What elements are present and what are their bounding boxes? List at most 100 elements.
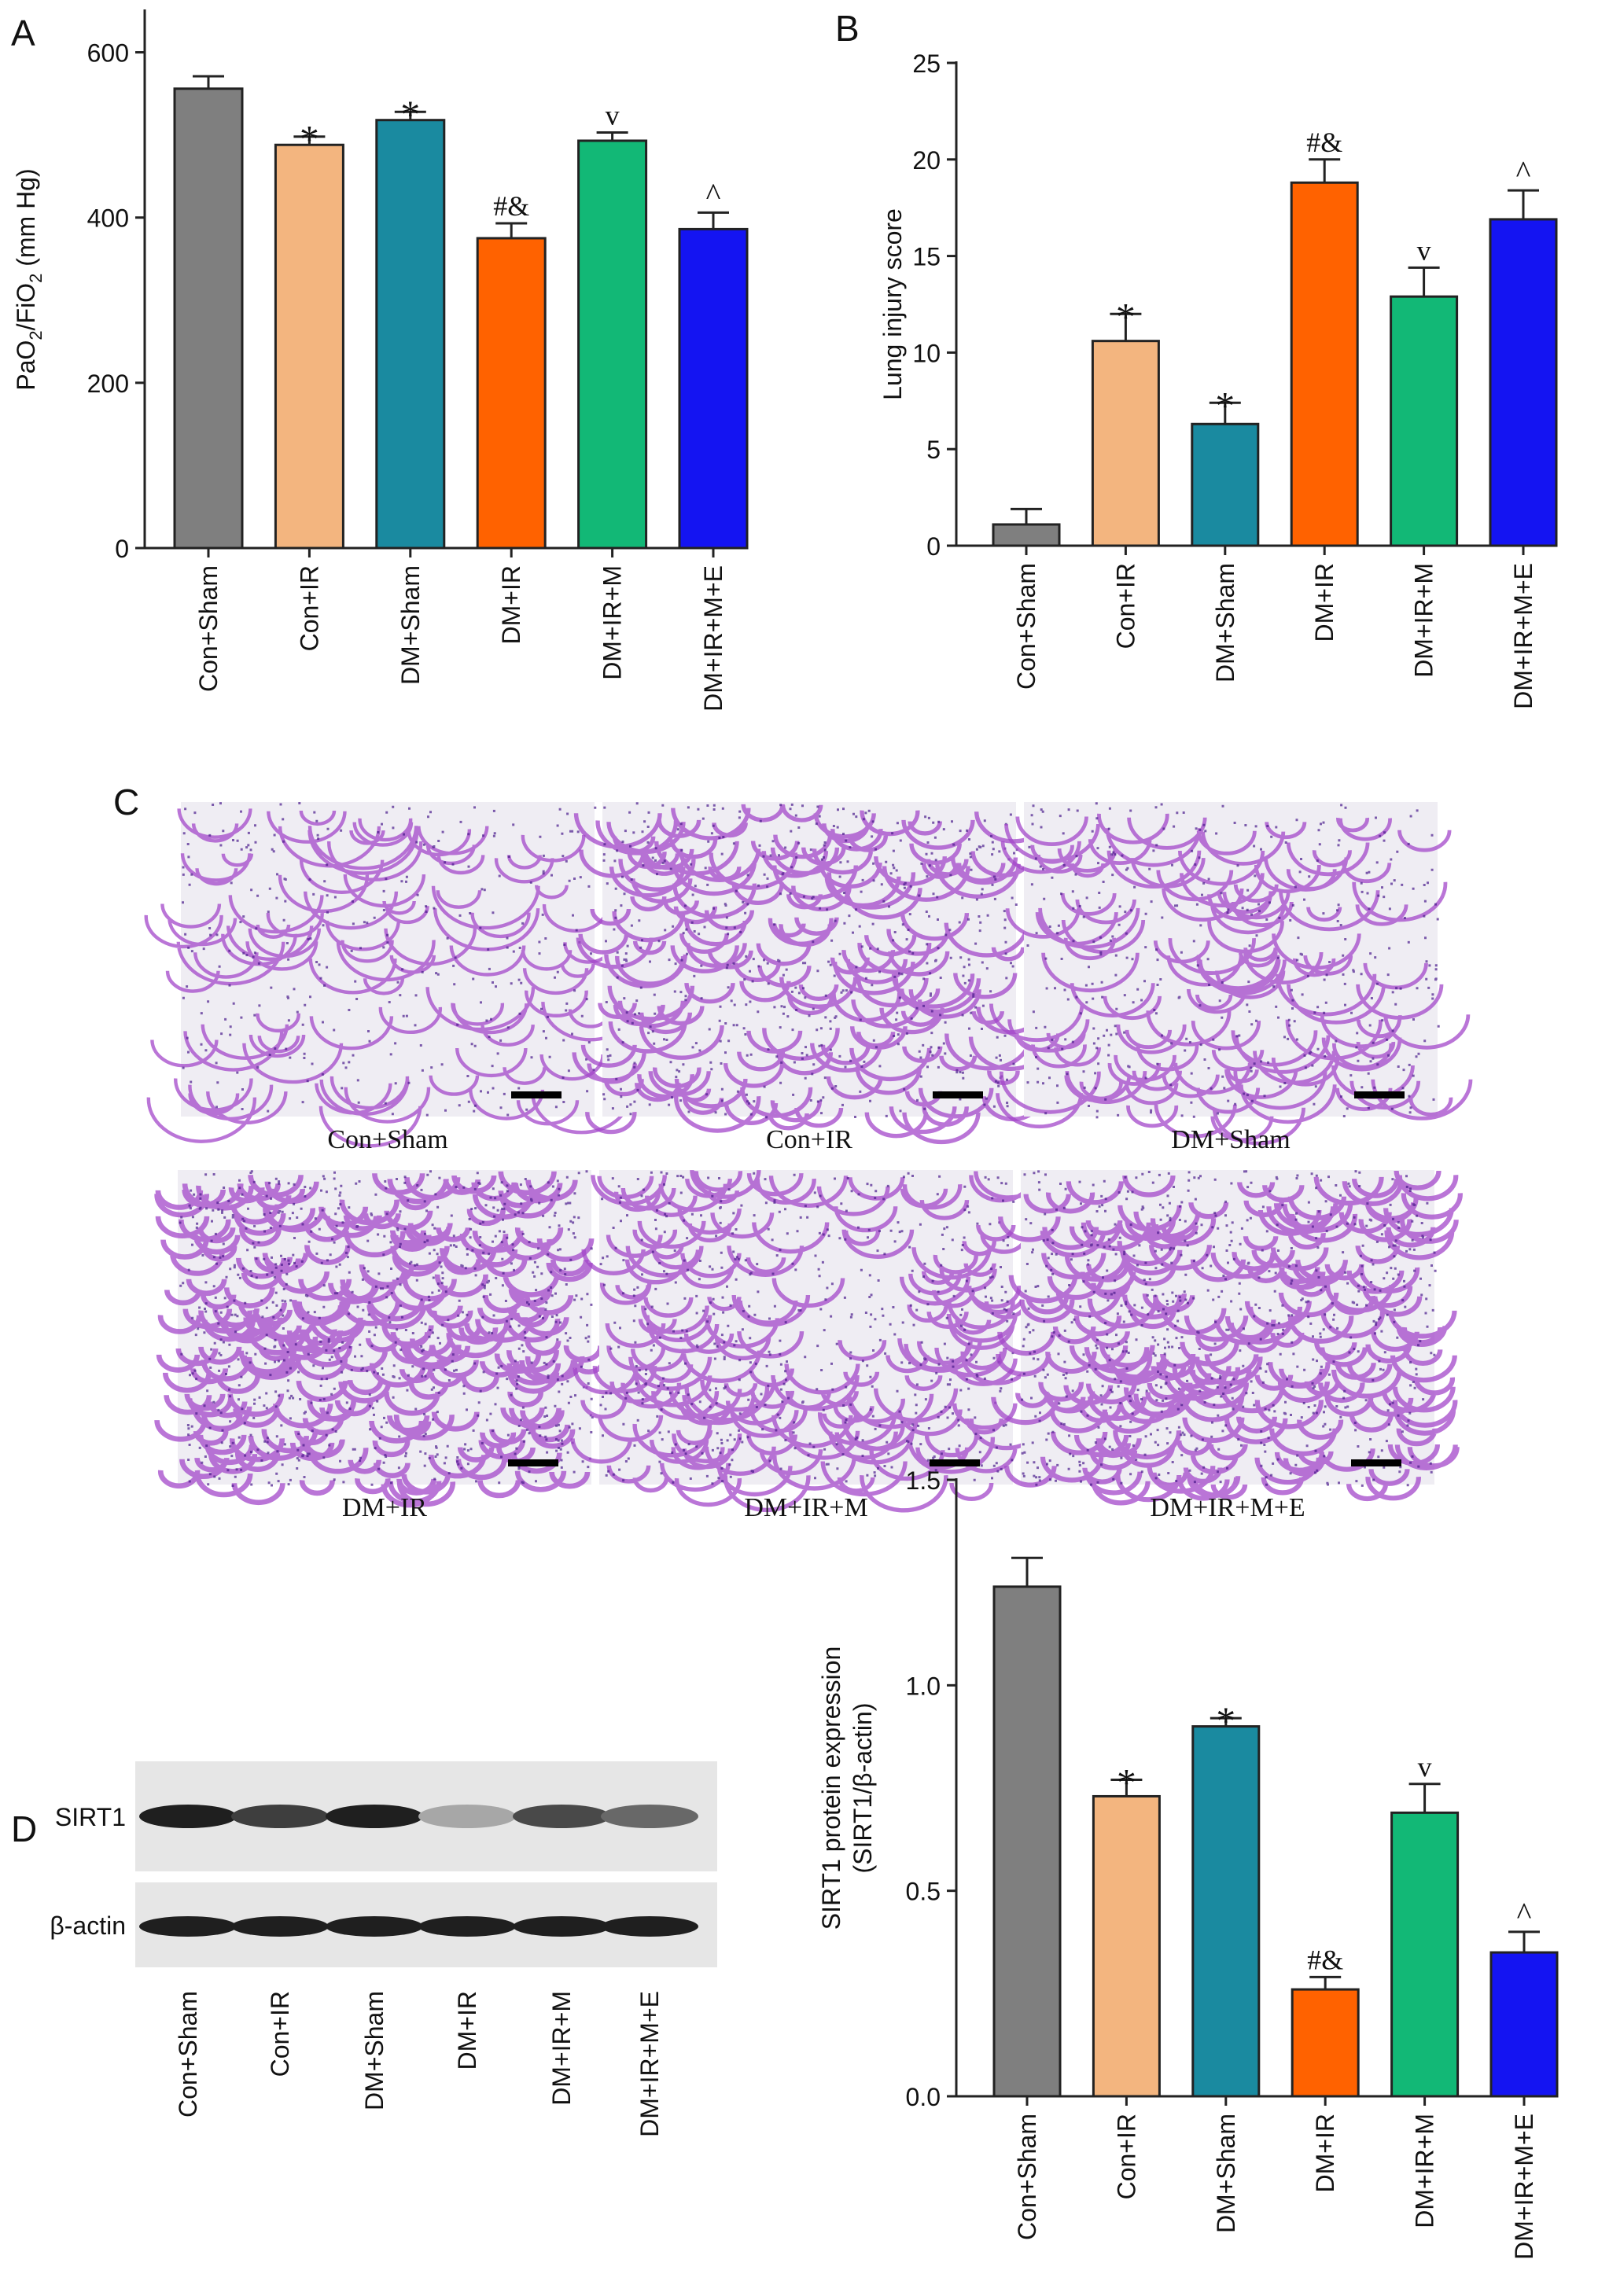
y-tick-label: 0 bbox=[926, 532, 941, 561]
chart-e-sirt1: 0.0 0.5 1.0 1.5 SIRT1 protein expression (SIR… bbox=[817, 1466, 1559, 2260]
blot-band bbox=[513, 1916, 610, 1937]
panel-label-c: C bbox=[113, 782, 139, 822]
x-tick-label: Con+IR bbox=[1112, 2114, 1140, 2199]
y-tick-label: 1.0 bbox=[906, 1672, 941, 1700]
bar-dm-ir bbox=[1290, 181, 1359, 547]
x-tick-label: DM+IR bbox=[497, 565, 525, 644]
bar-con-ir bbox=[1092, 1794, 1161, 2098]
micrograph-caption: Con+IR bbox=[766, 1125, 852, 1154]
y-tick-label: 20 bbox=[912, 146, 941, 175]
y-axis-label-subscript: 2 bbox=[26, 274, 46, 283]
blot-row-label: β-actin bbox=[50, 1911, 126, 1940]
y-tick-label: 0.5 bbox=[906, 1878, 941, 1906]
y-tick-label: 0.0 bbox=[906, 2083, 941, 2111]
micrograph-caption: DM+IR bbox=[342, 1493, 427, 1522]
y-axis-label: PaO2/FiO2 (mm Hg) bbox=[12, 168, 46, 390]
y-axis-label-subscript: 2 bbox=[26, 330, 46, 340]
panel-label-d: D bbox=[11, 1808, 37, 1849]
blot-band bbox=[601, 1805, 698, 1828]
y-tick-label: 1.5 bbox=[906, 1466, 941, 1495]
bar-dm-sham bbox=[375, 119, 446, 550]
significance-marker: v bbox=[606, 99, 620, 131]
micrograph-caption: DM+Sham bbox=[1171, 1125, 1290, 1154]
scale-bar bbox=[508, 1459, 558, 1466]
y-axis-label-part: /FiO bbox=[12, 283, 40, 330]
x-tick-label: DM+IR bbox=[1310, 563, 1338, 642]
blot-band bbox=[139, 1916, 237, 1937]
x-tick-label: DM+IR+M+E bbox=[699, 565, 727, 712]
cell-nuclei bbox=[602, 802, 1018, 1119]
significance-marker: ^ bbox=[1516, 154, 1531, 189]
scale-bar bbox=[511, 1091, 562, 1098]
y-axis-label-part: PaO bbox=[12, 340, 40, 391]
bar-dm-sham bbox=[1191, 422, 1260, 547]
bar-dm-ir bbox=[476, 237, 547, 550]
significance-marker: * bbox=[1117, 1761, 1136, 1805]
y-tick-label: 10 bbox=[912, 339, 941, 367]
y-tick-label: 5 bbox=[926, 436, 941, 464]
significance-marker: #& bbox=[493, 190, 529, 222]
blot-band bbox=[139, 1805, 237, 1828]
bar-dm-ir-m bbox=[1390, 1811, 1460, 2098]
blot-band bbox=[326, 1805, 423, 1828]
cell-nuclei bbox=[182, 802, 597, 1117]
y-axis-label-line2: (SIRT1/β-actin) bbox=[849, 1703, 877, 1874]
significance-marker: * bbox=[300, 117, 319, 161]
blot-band bbox=[326, 1916, 423, 1937]
western-blot-panel: SIRT1 β-actin Con+Sham Con+IR DM+Sham DM+IR DM… bbox=[50, 1761, 717, 2137]
blot-row-label: SIRT1 bbox=[55, 1803, 126, 1831]
significance-marker: ^ bbox=[1517, 1896, 1532, 1931]
micrograph-caption: DM+IR+M bbox=[744, 1493, 867, 1522]
scale-bar bbox=[1351, 1459, 1401, 1466]
x-tick-label: Con+Sham bbox=[1012, 563, 1040, 690]
blot-lane-label: Con+Sham bbox=[174, 1991, 202, 2118]
micrograph-5: DM+IR+M bbox=[570, 1169, 1044, 1522]
blot-lane-label: DM+IR+M+E bbox=[635, 1991, 664, 2137]
y-axis-label: SIRT1 protein expression bbox=[817, 1647, 845, 1930]
micrograph-6: DM+IR+M+E bbox=[991, 1170, 1463, 1522]
y-tick-label: 400 bbox=[87, 204, 129, 233]
y-axis-label: Lung injury score bbox=[878, 208, 907, 400]
y-tick-label: 200 bbox=[87, 370, 129, 398]
panel-label-b: B bbox=[835, 8, 860, 49]
micrograph-4: DM+IR bbox=[154, 1170, 606, 1522]
micrograph-1: Con+Sham bbox=[144, 802, 640, 1154]
x-tick-label: Con+IR bbox=[1111, 563, 1140, 649]
significance-marker: * bbox=[1216, 1698, 1235, 1742]
significance-marker: #& bbox=[1307, 1944, 1343, 1975]
micrograph-caption: DM+IR+M+E bbox=[1150, 1493, 1305, 1522]
micrograph-3: DM+Sham bbox=[989, 802, 1473, 1154]
bar-dm-sham bbox=[1191, 1725, 1261, 2098]
bar-con-sham bbox=[992, 1585, 1062, 2098]
x-tick-label: DM+IR+M+E bbox=[1510, 2114, 1538, 2260]
bar-dm-ir-m bbox=[1390, 295, 1459, 547]
y-tick-label: 0 bbox=[115, 535, 129, 563]
blot-lane-label: Con+IR bbox=[266, 1991, 294, 2077]
micrograph-caption: Con+Sham bbox=[327, 1125, 447, 1154]
tissue-texture bbox=[570, 1169, 1044, 1513]
tissue-texture bbox=[989, 813, 1473, 1146]
tissue-texture bbox=[572, 804, 1054, 1145]
x-tick-label: DM+Sham bbox=[396, 565, 425, 685]
panel-label-a: A bbox=[11, 13, 35, 53]
bar-dm-ir bbox=[1291, 1988, 1360, 2098]
bar-con-sham bbox=[992, 523, 1061, 547]
significance-marker: #& bbox=[1306, 127, 1342, 158]
scale-bar bbox=[933, 1091, 983, 1098]
x-tick-label: Con+Sham bbox=[194, 565, 223, 692]
x-tick-label: DM+IR+M bbox=[1411, 2114, 1439, 2228]
blot-band bbox=[231, 1916, 329, 1937]
y-axis-label-part: (mm Hg) bbox=[12, 168, 40, 273]
significance-marker: * bbox=[400, 92, 420, 136]
x-tick-label: Con+IR bbox=[295, 565, 323, 651]
tissue-texture bbox=[991, 1170, 1463, 1506]
bar-con-ir bbox=[274, 143, 344, 550]
x-tick-label: DM+Sham bbox=[1212, 2114, 1240, 2233]
bar-dm-ir-m-e bbox=[678, 227, 749, 550]
x-tick-label: DM+IR+M+E bbox=[1509, 563, 1537, 709]
y-tick-label: 600 bbox=[87, 39, 129, 68]
bar-dm-ir-m-e bbox=[1489, 1951, 1559, 2098]
blot-lane-label: DM+IR+M bbox=[547, 1991, 576, 2106]
blot-band bbox=[601, 1916, 698, 1937]
